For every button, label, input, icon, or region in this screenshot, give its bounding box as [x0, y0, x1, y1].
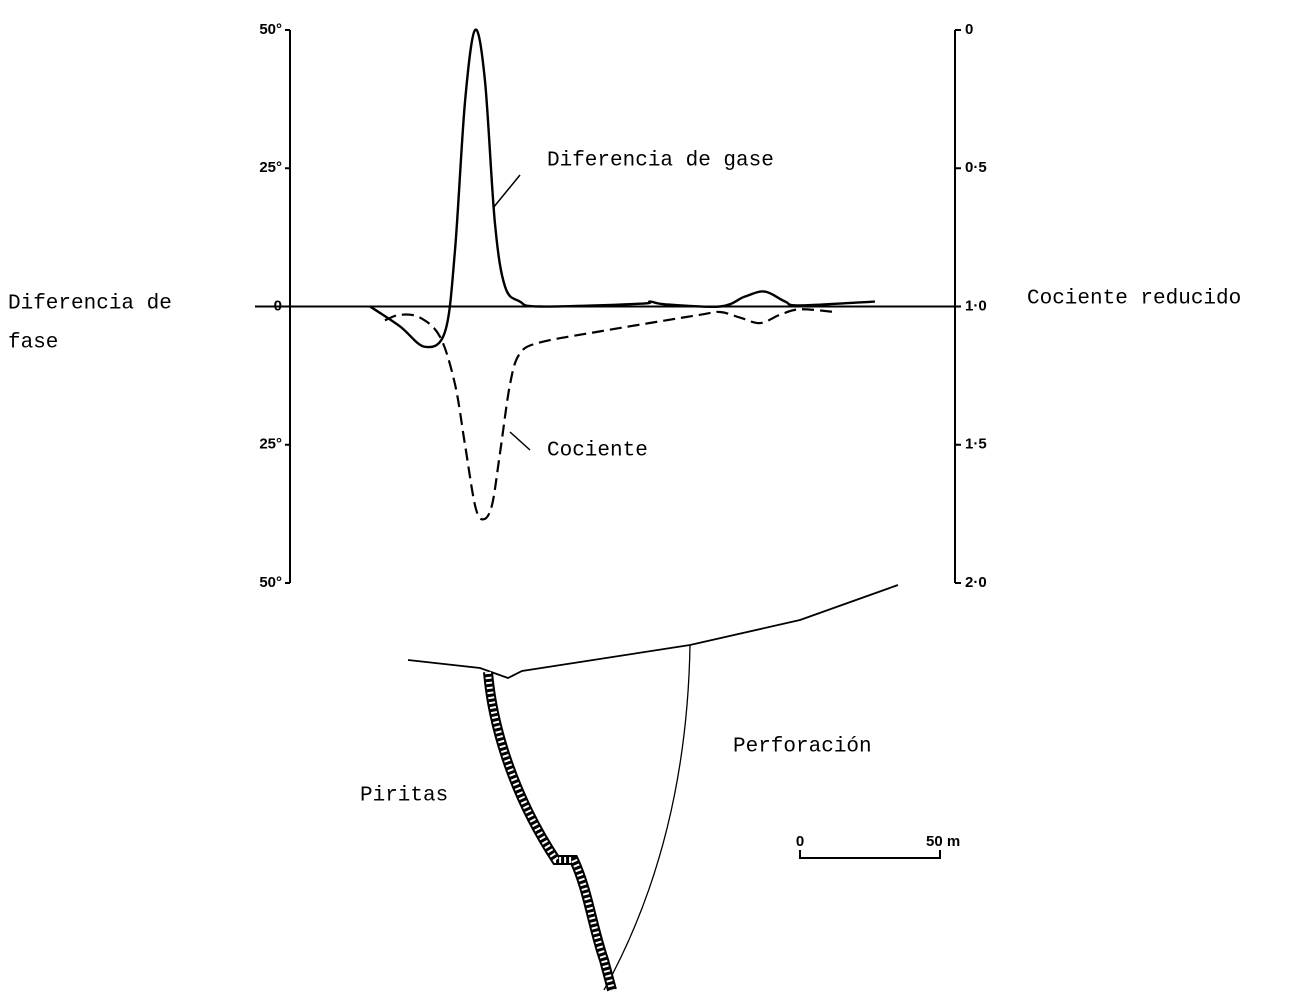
ground-surface — [407, 584, 899, 679]
annotation: Perforación — [733, 736, 872, 759]
scale-bar — [799, 850, 941, 859]
y-tick-label: 25° — [259, 159, 282, 176]
cross-section — [407, 584, 899, 992]
y-tick-label: 50° — [259, 574, 282, 591]
series-label: Diferencia de gase — [547, 150, 774, 173]
pyrite-vein — [483, 671, 617, 992]
y2-tick-label: 0·5 — [965, 159, 987, 176]
y2-tick-label: 1·0 — [965, 297, 987, 314]
leader-line — [492, 174, 521, 209]
series-line — [384, 308, 835, 521]
y2-tick-label: 0 — [965, 21, 973, 38]
pyrite-hatch — [485, 671, 615, 991]
scale-label: 0 — [796, 833, 804, 850]
y-axis-label: fase — [8, 332, 58, 355]
scale-label: 50 m — [926, 833, 960, 850]
annotation: Piritas — [360, 785, 448, 808]
series-line — [369, 28, 875, 349]
y-axis-label: Diferencia de — [8, 293, 172, 316]
y-tick-label: 50° — [259, 21, 282, 38]
y-tick-label: 0 — [274, 297, 282, 314]
y2-tick-label: 1·5 — [965, 436, 987, 453]
y2-axis-label: Cociente reducido — [1027, 288, 1241, 311]
y-tick-label: 25° — [259, 436, 282, 453]
series-label: Cociente — [547, 440, 648, 463]
borehole — [603, 644, 691, 991]
leader-line — [509, 431, 531, 451]
y2-tick-label: 2·0 — [965, 574, 987, 591]
